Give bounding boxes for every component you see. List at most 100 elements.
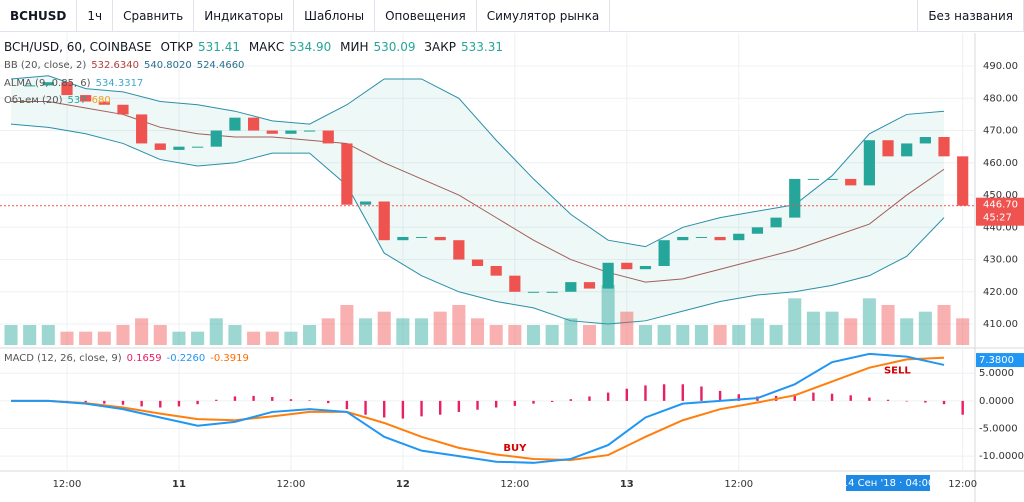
volume-bar bbox=[545, 325, 559, 345]
volume-bar bbox=[79, 331, 93, 345]
volume-bar bbox=[396, 318, 410, 345]
macd-histogram bbox=[271, 397, 274, 401]
candle bbox=[509, 275, 521, 292]
candle bbox=[397, 236, 409, 241]
volume-bar bbox=[470, 318, 485, 345]
legend-value: 532.6340 bbox=[91, 60, 139, 71]
macd-histogram bbox=[233, 396, 237, 401]
legend-volume: Объем (20) 537 680 bbox=[4, 95, 116, 106]
y-tick-label: 480.00 bbox=[983, 93, 1018, 104]
volume-bar bbox=[4, 325, 18, 345]
macd-histogram bbox=[327, 400, 330, 404]
macd-histogram bbox=[383, 400, 386, 418]
candle bbox=[751, 227, 764, 234]
legend-main: BCH/USD, 60, COINBASE ОТКР 531.41 МАКС 534… bbox=[4, 40, 508, 54]
candle bbox=[42, 82, 54, 86]
volume-bar bbox=[209, 318, 223, 345]
candle bbox=[192, 146, 204, 148]
legend-label: ЗАКР bbox=[424, 40, 456, 54]
macd-histogram bbox=[644, 385, 647, 401]
y-tick-label: 0.0000 bbox=[979, 396, 1014, 407]
macd-histogram bbox=[289, 399, 293, 401]
annotation: SELL bbox=[884, 365, 911, 376]
candle bbox=[677, 236, 689, 241]
macd-histogram bbox=[196, 400, 199, 405]
candle bbox=[80, 95, 92, 102]
macd-histogram bbox=[924, 400, 927, 403]
volume-bar bbox=[23, 325, 37, 345]
candle bbox=[733, 233, 745, 241]
candle bbox=[490, 265, 502, 276]
symbol[interactable]: BCHUSD bbox=[0, 0, 78, 32]
y-tick-label: -5.0000 bbox=[979, 424, 1018, 435]
volume-bar bbox=[732, 325, 746, 345]
volume-bar bbox=[415, 318, 429, 345]
alerts[interactable]: Оповещения bbox=[375, 0, 477, 32]
candle bbox=[173, 146, 185, 150]
volume-bar bbox=[116, 325, 130, 345]
volume-bar bbox=[228, 325, 242, 345]
candle bbox=[863, 140, 875, 186]
macd-histogram bbox=[513, 400, 517, 406]
candle bbox=[322, 130, 334, 144]
macd-histogram bbox=[868, 397, 871, 401]
macd-histogram bbox=[625, 388, 628, 401]
macd-histogram bbox=[177, 400, 181, 407]
y-tick-label: 470.00 bbox=[983, 126, 1018, 137]
interval[interactable]: 1ч bbox=[77, 0, 114, 32]
volume-bar bbox=[303, 325, 317, 345]
legend-label: МАКС bbox=[248, 40, 285, 54]
macd-histogram bbox=[345, 400, 349, 410]
compare[interactable]: Сравнить bbox=[113, 0, 195, 32]
candle bbox=[247, 117, 260, 131]
candle bbox=[621, 262, 633, 270]
legend-value: -0.3919 bbox=[210, 353, 249, 364]
x-tick-label: 12:00 bbox=[276, 479, 305, 490]
volume-bar bbox=[788, 298, 802, 345]
signal-line bbox=[11, 356, 945, 462]
last-price: 446.70 bbox=[983, 200, 1018, 211]
macd-line bbox=[11, 352, 945, 464]
macd-histogram bbox=[886, 399, 890, 401]
candle bbox=[229, 117, 241, 131]
candle bbox=[695, 236, 708, 238]
candle bbox=[98, 101, 110, 105]
candle bbox=[117, 104, 129, 115]
macd-histogram bbox=[830, 393, 834, 401]
legend-value: 534.90 bbox=[289, 40, 332, 54]
candle bbox=[303, 130, 316, 132]
volume-bar bbox=[191, 331, 205, 345]
macd-histogram bbox=[103, 400, 106, 404]
candle bbox=[901, 143, 913, 157]
legend-label: ОТКР bbox=[160, 40, 193, 54]
layout-name[interactable]: Без названия bbox=[917, 0, 1024, 32]
volume-bar bbox=[41, 325, 55, 345]
candle bbox=[714, 236, 726, 241]
volume-bar bbox=[97, 331, 111, 345]
bb-middle bbox=[11, 101, 945, 283]
replay[interactable]: Симулятор рынка bbox=[477, 0, 611, 32]
volume-bar bbox=[825, 311, 839, 345]
macd-histogram bbox=[401, 400, 405, 419]
indicators[interactable]: Индикаторы bbox=[194, 0, 295, 32]
y-tick-label: 430.00 bbox=[983, 255, 1018, 266]
y-tick-label: 410.00 bbox=[983, 319, 1018, 330]
macd-histogram bbox=[159, 400, 162, 408]
candle bbox=[378, 201, 390, 241]
legend-label: BB (20, close, 2) bbox=[4, 60, 87, 71]
legend-value: 531.41 bbox=[197, 40, 240, 54]
candle bbox=[957, 156, 969, 206]
macd-histogram bbox=[215, 399, 218, 401]
macd-histogram bbox=[588, 396, 591, 401]
legend-value: 680 bbox=[91, 95, 111, 106]
candle bbox=[565, 282, 577, 292]
candle bbox=[807, 178, 819, 180]
candle bbox=[136, 114, 148, 144]
volume-bar bbox=[713, 325, 727, 345]
cursor-label: 14 Сен '18 · 04:00 bbox=[842, 478, 935, 489]
macd-histogram bbox=[121, 400, 125, 405]
templates[interactable]: Шаблоны bbox=[294, 0, 376, 32]
candle bbox=[583, 282, 596, 289]
y-tick-label: 440.00 bbox=[983, 222, 1018, 233]
volume-bar bbox=[601, 285, 615, 345]
